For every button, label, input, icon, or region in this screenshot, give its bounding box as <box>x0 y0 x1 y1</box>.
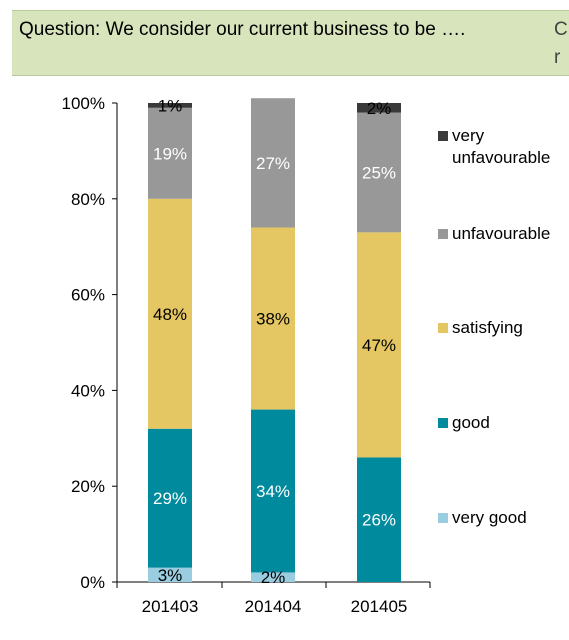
legend-label: unfavourable <box>452 224 550 243</box>
bar-data-label: 2% <box>367 99 392 118</box>
bar-data-label: 1% <box>158 96 183 115</box>
y-tick-label: 40% <box>71 381 105 400</box>
legend-swatch <box>438 513 448 523</box>
bar-data-label: 34% <box>256 482 290 501</box>
bar-segment <box>148 107 192 199</box>
bar-segment <box>148 103 192 108</box>
bar-data-label: 26% <box>362 511 396 530</box>
bar-data-label: 19% <box>153 144 187 163</box>
y-tick-label: 100% <box>62 94 105 113</box>
bar-segment <box>251 98 295 228</box>
bar-data-label: 27% <box>256 154 290 173</box>
bar-segment <box>148 198 192 429</box>
bar-data-label: 2% <box>261 568 286 587</box>
bar-data-label: 47% <box>362 336 396 355</box>
bar-segment <box>251 227 295 410</box>
bar-data-label: 38% <box>256 310 290 329</box>
y-tick-label: 0% <box>80 573 105 592</box>
legend-label: good <box>452 413 490 432</box>
chart-bars <box>148 98 401 582</box>
bar-segment <box>357 103 401 113</box>
chart-axes: 0% 20% 40% 60% 80% 100% 201403 201404 201405 <box>62 94 431 616</box>
y-tick-label: 80% <box>71 190 105 209</box>
bar-segment <box>251 409 295 573</box>
question-text: Question: We consider our current busine… <box>19 19 466 40</box>
bar-data-label: 48% <box>153 305 187 324</box>
bar-segment <box>251 572 295 582</box>
bar-segment <box>148 428 192 568</box>
legend-swatch <box>438 131 448 141</box>
bar-segment <box>357 112 401 233</box>
y-tick-label: 60% <box>71 286 105 305</box>
chart-legend: very unfavourable unfavourable satisfying go… <box>438 126 550 527</box>
bar-data-label: 25% <box>362 163 396 182</box>
bar-data-label: 3% <box>158 566 183 585</box>
bar-segment <box>148 567 192 582</box>
chart-data-labels: 3% 29% 48% 19% 1% 2% 34% 38% 27% 26% 47% 25% 2% <box>153 96 396 587</box>
legend-swatch <box>438 229 448 239</box>
legend-label: very <box>452 126 485 145</box>
truncated-text-top: C <box>554 19 568 40</box>
x-category-label: 201404 <box>245 597 302 616</box>
question-banner: Question: We consider our current busine… <box>12 10 569 76</box>
legend-label: very good <box>452 508 527 527</box>
legend-label: unfavourable <box>452 148 550 167</box>
x-category-label: 201405 <box>351 597 408 616</box>
bar-segment <box>357 232 401 458</box>
truncated-text-bottom: r <box>554 47 561 68</box>
legend-swatch <box>438 418 448 428</box>
bar-segment <box>357 457 401 582</box>
y-tick-label: 20% <box>71 477 105 496</box>
bar-data-label: 29% <box>153 489 187 508</box>
legend-swatch <box>438 323 448 333</box>
legend-label: satisfying <box>452 318 523 337</box>
x-category-label: 201403 <box>142 597 199 616</box>
